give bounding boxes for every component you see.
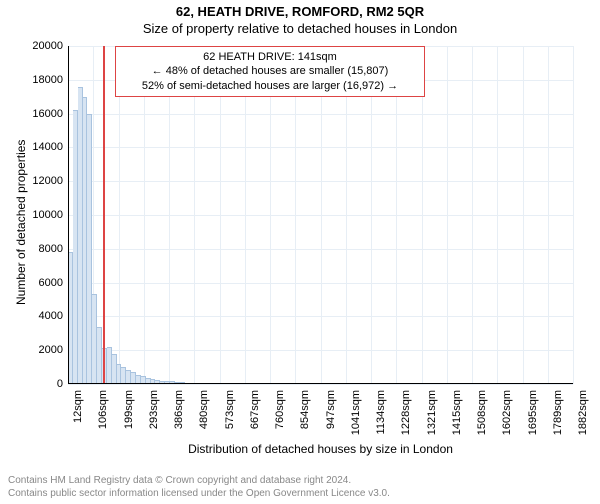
chart-container: 62, HEATH DRIVE, ROMFORD, RM2 5QR Size o…	[0, 4, 600, 504]
ytick-label: 14000	[18, 141, 63, 153]
annotation-line2: ← 48% of detached houses are smaller (15…	[124, 64, 416, 78]
xtick-label: 854sqm	[299, 390, 311, 429]
chart-subtitle: Size of property relative to detached ho…	[0, 21, 600, 36]
footer-line2: Contains public sector information licen…	[8, 487, 390, 500]
x-axis-label: Distribution of detached houses by size …	[68, 442, 573, 456]
y-axis-line	[68, 46, 69, 384]
gridline-v	[548, 46, 549, 384]
xtick-label: 760sqm	[274, 390, 286, 429]
footer: Contains HM Land Registry data © Crown c…	[8, 474, 390, 500]
xtick-label: 1508sqm	[476, 390, 488, 435]
ytick-label: 10000	[18, 209, 63, 221]
xtick-label: 1134sqm	[375, 390, 387, 434]
annotation-line3: 52% of semi-detached houses are larger (…	[124, 79, 416, 93]
ytick-label: 18000	[18, 74, 63, 86]
ytick-label: 20000	[18, 40, 63, 52]
xtick-label: 480sqm	[198, 390, 210, 429]
chart-title: 62, HEATH DRIVE, ROMFORD, RM2 5QR	[0, 4, 600, 19]
xtick-label: 573sqm	[224, 390, 236, 429]
xtick-label: 1228sqm	[400, 390, 412, 435]
xtick-label: 1041sqm	[350, 390, 362, 435]
gridline-v	[472, 46, 473, 384]
xtick-label: 1882sqm	[577, 390, 589, 435]
xtick-label: 293sqm	[148, 390, 160, 429]
x-axis-line	[68, 383, 573, 384]
footer-line1: Contains HM Land Registry data © Crown c…	[8, 474, 390, 487]
ytick-label: 8000	[18, 243, 63, 255]
gridline-v	[573, 46, 574, 384]
annotation-line1: 62 HEATH DRIVE: 141sqm	[124, 50, 416, 64]
ytick-label: 6000	[18, 277, 63, 289]
gridline-v	[447, 46, 448, 384]
ytick-label: 4000	[18, 310, 63, 322]
gridline-v	[497, 46, 498, 384]
ytick-label: 2000	[18, 344, 63, 356]
xtick-label: 1321sqm	[426, 390, 438, 435]
xtick-label: 1415sqm	[451, 390, 463, 435]
xtick-label: 199sqm	[123, 390, 135, 429]
gridline-v	[523, 46, 524, 384]
gridline-h	[68, 384, 573, 385]
xtick-label: 947sqm	[325, 390, 337, 429]
xtick-label: 1789sqm	[552, 390, 564, 435]
property-marker-line	[103, 46, 105, 384]
ytick-label: 16000	[18, 108, 63, 120]
ytick-label: 12000	[18, 175, 63, 187]
xtick-label: 12sqm	[72, 390, 84, 423]
xtick-label: 386sqm	[173, 390, 185, 429]
xtick-label: 1695sqm	[527, 390, 539, 435]
xtick-label: 1602sqm	[501, 390, 513, 435]
xtick-label: 106sqm	[97, 390, 109, 429]
ytick-label: 0	[18, 378, 63, 390]
annotation-box: 62 HEATH DRIVE: 141sqm ← 48% of detached…	[115, 46, 425, 97]
xtick-label: 667sqm	[249, 390, 261, 429]
